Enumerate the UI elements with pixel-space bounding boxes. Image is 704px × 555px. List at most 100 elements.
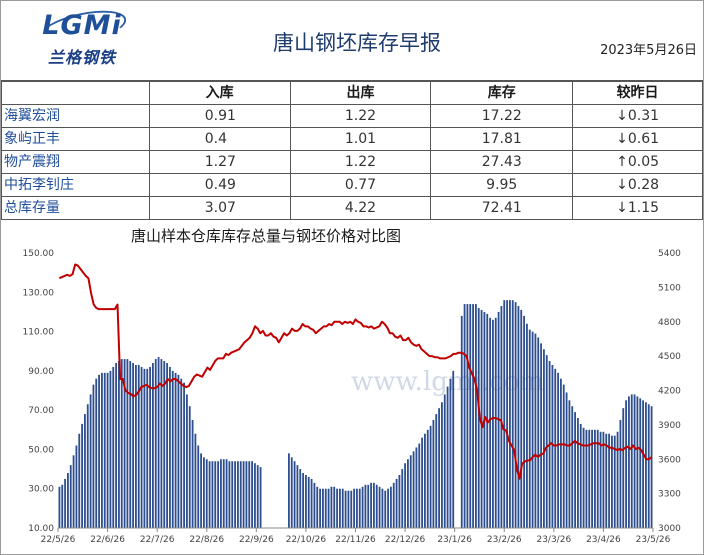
inventory-bar — [330, 486, 333, 528]
inventory-bar — [367, 484, 370, 528]
in-value: 0.49 — [148, 173, 291, 197]
inventory-bar — [180, 378, 183, 528]
inventory-bar — [392, 482, 395, 528]
x-tick-label: 23/2/26 — [487, 535, 522, 545]
y-left-tick-label: 90.00 — [28, 367, 54, 377]
inventory-bar — [322, 488, 324, 528]
inventory-bar — [169, 366, 171, 528]
x-tick-label: 22/11/26 — [335, 535, 376, 545]
inventory-bar — [347, 490, 350, 528]
inventory-bar — [72, 455, 75, 528]
inventory-bar — [528, 329, 531, 528]
inventory-bar — [344, 490, 347, 528]
price-line — [58, 263, 653, 480]
inventory-bar — [452, 370, 455, 528]
inventory-price-chart: www.lgmi.com 10.0030.0050.0070.0090.0011… — [23, 249, 682, 545]
inventory-bar — [67, 473, 69, 528]
y-right-tick-label: 3900 — [658, 421, 681, 431]
inventory-bar — [540, 343, 542, 528]
inventory-bar — [511, 300, 514, 528]
inventory-bar — [492, 319, 494, 528]
inventory-bar — [591, 429, 593, 528]
inventory-bar — [89, 394, 92, 528]
inventory-bar — [404, 463, 406, 528]
lgmi-logo: LGMi 兰格钢铁 — [36, 4, 130, 71]
inventory-bar — [378, 486, 381, 528]
inventory-bar — [146, 368, 149, 528]
inventory-bar — [160, 359, 163, 528]
inventory-bar — [188, 406, 191, 528]
y-left-tick-label: 150.00 — [23, 249, 55, 259]
inventory-bar — [296, 465, 299, 528]
change-value: ↓1.15 — [572, 196, 703, 220]
inventory-bar — [327, 488, 330, 528]
y-right-tick-label: 5400 — [658, 249, 681, 259]
inventory-bar — [143, 368, 146, 528]
y-left-tick-label: 110.00 — [23, 328, 55, 338]
inventory-bar — [435, 414, 438, 528]
x-tick-label: 23/5/26 — [636, 535, 671, 545]
inventory-bar — [177, 374, 180, 528]
inventory-bar — [568, 400, 571, 528]
stock-value: 9.95 — [430, 173, 574, 197]
out-value: 1.22 — [289, 104, 432, 128]
inventory-bar — [565, 392, 568, 528]
inventory-bar — [174, 372, 177, 528]
report-title: 唐山钢坯库存早报 — [273, 31, 441, 55]
table-header-row: 入库 出库 库存 较昨日 — [1, 81, 703, 105]
inventory-bar — [126, 359, 129, 528]
inventory-bar — [222, 459, 225, 528]
header-stock: 库存 — [430, 81, 574, 105]
inventory-bar — [426, 429, 429, 528]
inventory-bar — [166, 363, 168, 528]
inventory-bar — [225, 459, 228, 528]
x-tick-label: 23/3/26 — [536, 535, 571, 545]
inventory-bar — [526, 323, 528, 528]
inventory-bar — [58, 486, 61, 528]
inventory-bar — [557, 372, 559, 528]
inventory-bar — [98, 374, 100, 528]
inventory-bar — [387, 488, 389, 528]
inventory-bar — [154, 359, 157, 528]
inventory-bar — [149, 366, 151, 528]
inventory-bar — [585, 429, 588, 528]
inventory-bar — [163, 361, 166, 528]
price-series-line — [58, 263, 653, 480]
inventory-bar — [350, 490, 353, 528]
inventory-bar — [622, 408, 625, 528]
change-value: ↓0.28 — [572, 173, 703, 197]
header-in: 入库 — [148, 81, 291, 105]
inventory-bar — [228, 461, 231, 528]
inventory-bar — [140, 366, 143, 528]
inventory-bar — [120, 359, 123, 528]
inventory-bar — [341, 488, 344, 528]
inventory-bar — [412, 451, 415, 528]
table-row: 象屿正丰 0.4 1.01 17.81 ↓0.61 — [1, 127, 703, 151]
inventory-bar — [384, 490, 387, 528]
y-left-tick-label: 30.00 — [28, 485, 54, 495]
inventory-bar — [514, 302, 517, 528]
inventory-bar — [358, 488, 361, 528]
inventory-bar — [200, 453, 202, 528]
inventory-bar — [364, 484, 367, 528]
inventory-bar — [608, 433, 610, 528]
chart-axes: 10.00 30.00 50.00 70.00 90.00 110.00 130.00 150… — [23, 249, 682, 545]
inventory-bar — [299, 469, 302, 528]
inventory-bar — [208, 461, 211, 528]
table-row: 中拓李钊庄 0.49 0.77 9.95 ↓0.28 — [1, 173, 703, 197]
x-tick-label: 22/12/26 — [385, 535, 426, 545]
inventory-bar — [636, 396, 639, 528]
inventory-bar — [81, 423, 83, 528]
inventory-bar — [333, 486, 336, 528]
y-left-tick-label: 130.00 — [23, 288, 55, 298]
inventory-bar — [336, 488, 338, 528]
inventory-bar — [475, 304, 477, 528]
out-value: 4.22 — [289, 196, 432, 220]
inventory-bar — [101, 372, 103, 528]
inventory-bar — [588, 429, 591, 528]
change-value: ↑0.05 — [572, 150, 703, 174]
inventory-bar — [217, 461, 219, 528]
inventory-bar — [429, 425, 432, 528]
inventory-bar — [84, 414, 86, 528]
inventory-bar — [319, 488, 321, 528]
